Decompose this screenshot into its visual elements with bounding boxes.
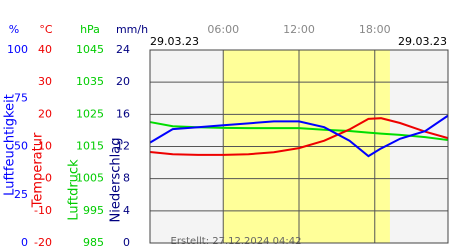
date-right: 29.03.23 [398, 35, 447, 48]
date-left: 29.03.23 [150, 35, 199, 48]
y-tick-label: 995 [83, 204, 104, 217]
y-tick-label: 0 [21, 236, 28, 249]
axis-title: Niederschlag [109, 138, 124, 223]
axis-unit: mm/h [116, 23, 148, 36]
y-tick-label: 24 [116, 43, 130, 56]
axis-title: Luftdruck [67, 159, 82, 221]
y-tick-label: 10 [38, 140, 52, 153]
y-tick-label: -20 [34, 236, 52, 249]
y-tick-label: 20 [38, 107, 52, 120]
y-tick-label: 8 [123, 172, 130, 185]
y-tick-label: 1015 [76, 140, 104, 153]
y-tick-label: 1045 [76, 43, 104, 56]
y-tick-label: 4 [123, 204, 130, 217]
plot-border [149, 49, 449, 244]
y-tick-label: 75 [14, 91, 28, 104]
data-line [149, 114, 449, 158]
y-tick-label: 25 [14, 188, 28, 201]
axis-unit: % [9, 23, 19, 36]
y-tick-label: 1025 [76, 107, 104, 120]
y-tick-label: 0 [45, 172, 52, 185]
axis-title: Temperatur [31, 132, 46, 208]
y-tick-label: 0 [123, 236, 130, 249]
axis-title: Luftfeuchtigkeit [3, 94, 18, 196]
y-tick-label: 40 [38, 43, 52, 56]
axis-unit: °C [39, 23, 53, 36]
y-tick-label: 12 [116, 140, 130, 153]
y-tick-label: 100 [7, 43, 28, 56]
y-tick-label: 985 [83, 236, 104, 249]
axis-unit: hPa [80, 23, 100, 36]
y-tick-label: 1035 [76, 75, 104, 88]
y-tick-label: 20 [116, 75, 130, 88]
y-tick-label: -10 [34, 204, 52, 217]
y-tick-label: 1005 [76, 172, 104, 185]
data-line [149, 117, 449, 156]
x-tick-label: 18:00 [359, 23, 391, 36]
x-tick-label: 12:00 [283, 23, 315, 36]
y-tick-label: 30 [38, 75, 52, 88]
y-tick-label: 16 [116, 107, 130, 120]
x-tick-label: 06:00 [207, 23, 239, 36]
y-tick-label: 50 [14, 140, 28, 153]
footer: Erstellt: 27.12.2024 04:42 [171, 236, 302, 247]
